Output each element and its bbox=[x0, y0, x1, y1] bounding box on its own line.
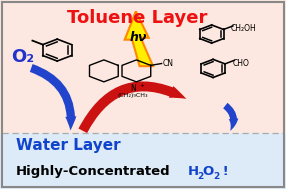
FancyArrowPatch shape bbox=[223, 103, 238, 131]
Text: CHO: CHO bbox=[233, 59, 249, 68]
Text: 2: 2 bbox=[197, 172, 203, 181]
Text: O₂: O₂ bbox=[11, 48, 35, 66]
Text: Highly-Concentrated: Highly-Concentrated bbox=[16, 165, 170, 178]
Text: !: ! bbox=[218, 165, 229, 178]
Text: (CH₂)₉CH₃: (CH₂)₉CH₃ bbox=[118, 93, 148, 98]
Bar bbox=[0, 0, 286, 133]
Text: CN: CN bbox=[162, 59, 173, 68]
Text: 2: 2 bbox=[213, 172, 219, 181]
Text: +: + bbox=[140, 83, 144, 88]
Text: CH₂OH: CH₂OH bbox=[231, 24, 257, 33]
FancyArrowPatch shape bbox=[78, 81, 186, 133]
Text: H: H bbox=[187, 165, 198, 178]
Text: hν: hν bbox=[129, 31, 146, 44]
Text: O: O bbox=[202, 165, 213, 178]
FancyArrowPatch shape bbox=[30, 64, 76, 130]
Polygon shape bbox=[125, 11, 153, 66]
Text: N: N bbox=[130, 84, 136, 93]
Text: Water Layer: Water Layer bbox=[16, 138, 121, 153]
Bar bbox=[0, 133, 286, 189]
Text: Toluene Layer: Toluene Layer bbox=[67, 9, 207, 27]
